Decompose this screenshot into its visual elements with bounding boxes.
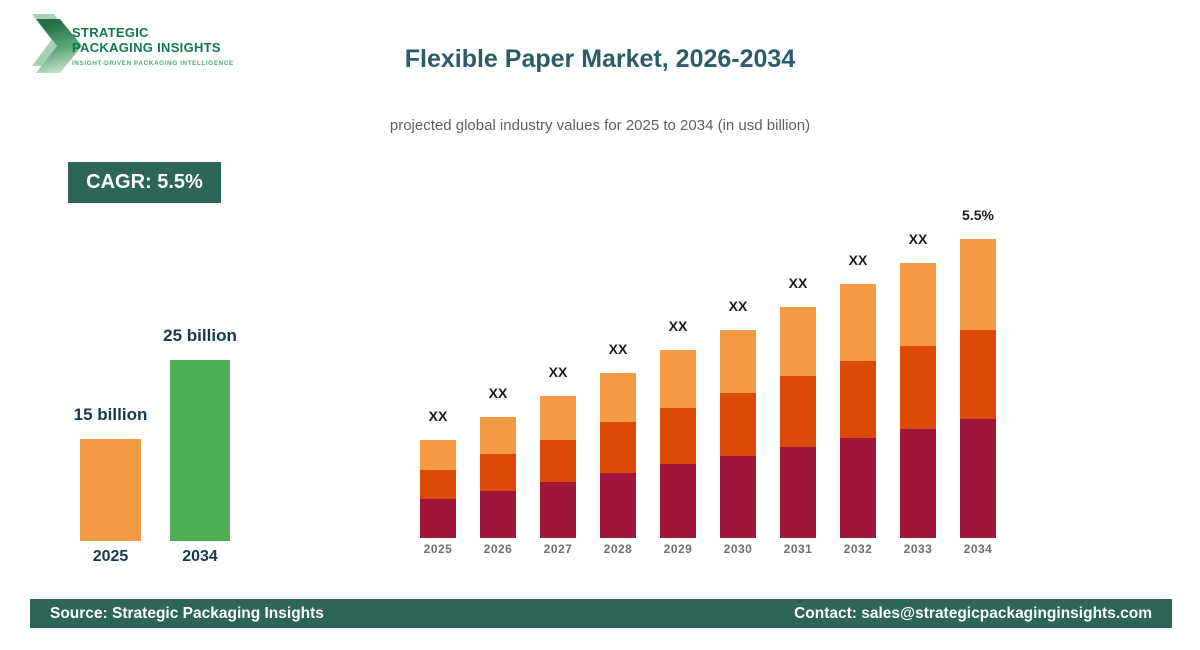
summary-bar-2034 xyxy=(170,360,230,541)
logo-text: STRATEGIC PACKAGING INSIGHTS INSIGHT-DRI… xyxy=(72,25,234,67)
bar-column-2031 xyxy=(780,307,816,538)
bar-segment-top xyxy=(720,330,756,393)
bar-segment-bottom xyxy=(660,464,696,538)
bar-segment-middle xyxy=(540,440,576,482)
bar-segment-bottom xyxy=(840,438,876,538)
bar-year-label: 2028 xyxy=(603,542,633,556)
bar-segment-bottom xyxy=(420,499,456,538)
bar-column-2028 xyxy=(600,373,636,538)
bar-segment-middle xyxy=(420,470,456,499)
logo-tagline: INSIGHT-DRIVEN PACKAGING INTELLIGENCE xyxy=(72,60,234,67)
main-chart: XX 2025 XX 2026 XX 2027 XX 2028 XX 2029 XX 2030 XX 20… xyxy=(420,200,1000,556)
bar-segment-top xyxy=(840,284,876,361)
bar-top-label: XX xyxy=(608,341,628,357)
bar-year-label: 2033 xyxy=(903,542,933,556)
bar-top-label: XX xyxy=(548,364,568,380)
bar-column-2030 xyxy=(720,330,756,538)
cagr-badge-label: CAGR: 5.5% xyxy=(86,171,203,193)
bar-year-label: 2031 xyxy=(783,542,813,556)
bar-column-2033 xyxy=(900,263,936,538)
bar-year-label: 2027 xyxy=(543,542,573,556)
bar-segment-top xyxy=(420,440,456,470)
summary-chart: 15 billion 2025 25 billion 2034 xyxy=(60,320,260,565)
bar-column-2027 xyxy=(540,396,576,538)
footer-bar: Source: Strategic Packaging Insights Con… xyxy=(30,599,1172,628)
summary-year-label: 2025 xyxy=(92,548,129,565)
bar-year-label: 2032 xyxy=(843,542,873,556)
bar-year-label: 2026 xyxy=(483,542,513,556)
bar-top-label: XX xyxy=(728,298,748,314)
bar-segment-middle xyxy=(960,330,996,419)
bar-year-label: 2030 xyxy=(723,542,753,556)
bar-segment-top xyxy=(960,239,996,330)
bar-top-label: XX xyxy=(488,385,508,401)
bar-top-label: XX xyxy=(788,275,808,291)
bar-top-label: XX xyxy=(908,231,928,247)
bar-year-label: 2029 xyxy=(663,542,693,556)
bar-segment-bottom xyxy=(720,456,756,538)
cagr-badge: CAGR: 5.5% xyxy=(68,162,221,203)
bar-top-label: XX xyxy=(848,252,868,268)
bar-top-label: 5.5% xyxy=(962,207,994,223)
bar-segment-bottom xyxy=(480,491,516,538)
bar-segment-bottom xyxy=(900,429,936,538)
bar-segment-top xyxy=(900,263,936,346)
bar-segment-middle xyxy=(840,361,876,438)
bar-segment-middle xyxy=(600,422,636,473)
bar-segment-middle xyxy=(900,346,936,429)
summary-value-label: 25 billion xyxy=(163,326,237,345)
bar-column-2026 xyxy=(480,417,516,538)
logo: STRATEGIC PACKAGING INSIGHTS INSIGHT-DRI… xyxy=(32,12,292,74)
summary-value-label: 15 billion xyxy=(73,405,148,424)
bar-segment-bottom xyxy=(540,482,576,538)
bar-segment-bottom xyxy=(960,419,996,538)
footer-contact: Contact: sales@strategicpackaginginsight… xyxy=(794,604,1152,622)
bar-segment-middle xyxy=(660,408,696,464)
bar-segment-top xyxy=(600,373,636,422)
bar-segment-top xyxy=(780,307,816,376)
bar-year-label: 2025 xyxy=(423,542,453,556)
bar-top-label: XX xyxy=(428,408,448,424)
page-title: Flexible Paper Market, 2026-2034 xyxy=(404,45,796,73)
bar-segment-top xyxy=(480,417,516,454)
summary-bar-2025 xyxy=(80,439,141,541)
bar-column-2029 xyxy=(660,350,696,538)
bar-top-label: XX xyxy=(668,318,688,334)
summary-year-label: 2034 xyxy=(182,548,218,565)
bar-segment-top xyxy=(540,396,576,440)
bar-segment-bottom xyxy=(780,447,816,538)
logo-line1: STRATEGIC xyxy=(72,25,149,40)
bar-year-label: 2034 xyxy=(963,542,993,556)
bar-segment-top xyxy=(660,350,696,408)
bar-column-2025 xyxy=(420,440,456,538)
page-subtitle: projected global industry values for 202… xyxy=(389,117,811,134)
bar-segment-middle xyxy=(720,393,756,456)
bar-column-2032 xyxy=(840,284,876,538)
logo-chevron-icon xyxy=(32,14,84,74)
footer-source: Source: Strategic Packaging Insights xyxy=(50,604,324,622)
logo-line2: PACKAGING INSIGHTS xyxy=(72,40,221,55)
bar-segment-middle xyxy=(480,454,516,491)
bar-segment-bottom xyxy=(600,473,636,538)
bar-segment-middle xyxy=(780,376,816,447)
bar-column-2034 xyxy=(960,239,996,538)
